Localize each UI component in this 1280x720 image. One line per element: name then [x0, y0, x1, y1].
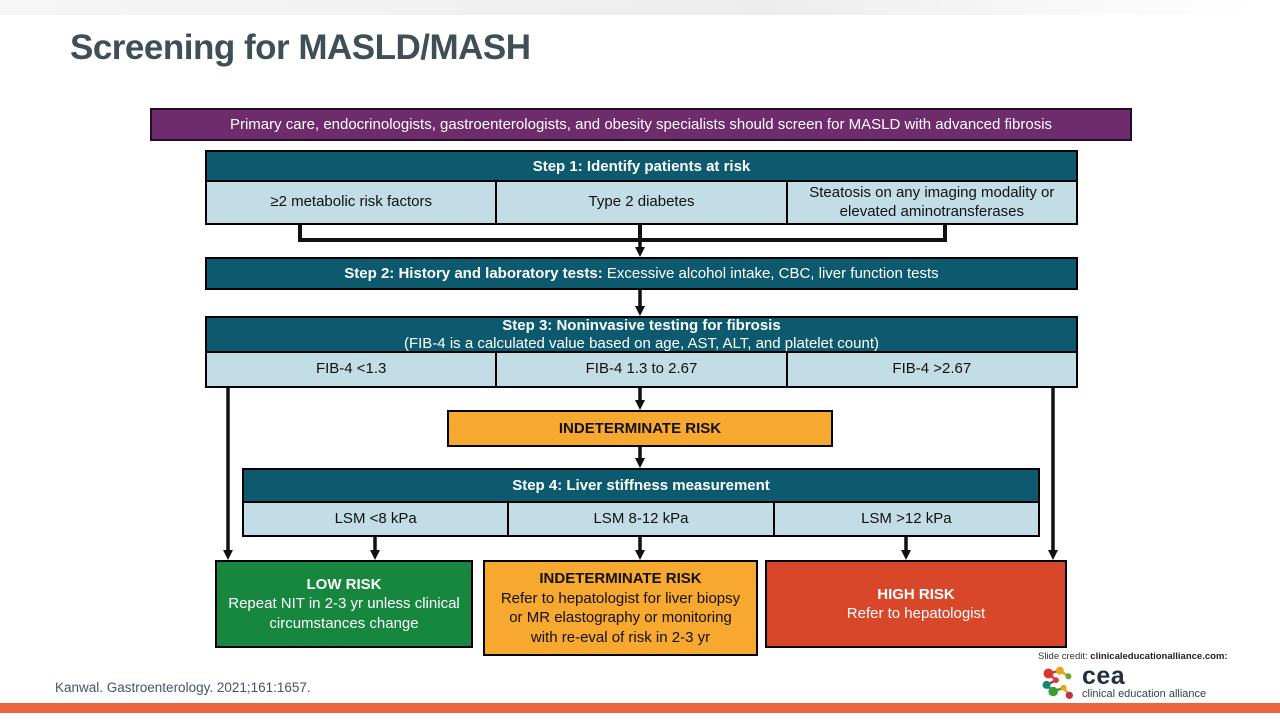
cea-logo-text: cea — [1082, 661, 1126, 690]
step3-cell-fib4-low: FIB-4 <1.3 — [207, 353, 498, 386]
step3-cell-fib4-high: FIB-4 >2.67 — [787, 353, 1076, 386]
screening-recommendation-banner: Primary care, endocrinologists, gastroen… — [150, 108, 1132, 141]
step4-cell-lsm-mid: LSM 8-12 kPa — [509, 503, 775, 535]
outcome-low-risk-body: Repeat NIT in 2-3 yr unless clinical cir… — [228, 595, 460, 632]
cea-logo-icon — [1042, 666, 1073, 699]
bottom-decorative-bar — [0, 703, 1280, 713]
step1-table: Step 1: Identify patients at risk ≥2 met… — [205, 150, 1078, 225]
slide-credit-block: Slide credit: clinicaleducationalliance.… — [1038, 651, 1228, 702]
step1-header-label: Step 1: Identify patients at risk — [532, 157, 751, 175]
step3-cells-row: FIB-4 <1.3 FIB-4 1.3 to 2.67 FIB-4 >2.67 — [205, 353, 1078, 388]
step2-label-bold: Step 2: History and laboratory tests: — [344, 265, 603, 282]
slide-credit-line: Slide credit: clinicaleducationalliance.… — [1038, 651, 1228, 662]
step1-cell-steatosis: Steatosis on any imaging modality or ele… — [787, 182, 1076, 223]
step1-cell-metabolic-risk: ≥2 metabolic risk factors — [207, 182, 498, 223]
outcome-high-risk-body: Refer to hepatologist — [846, 605, 986, 622]
cea-logo-tagline: clinical education alliance — [1082, 688, 1207, 701]
step1-cell-type2-diabetes: Type 2 diabetes — [497, 182, 788, 223]
outcome-indeterminate-risk-title: INDETERMINATE RISK — [539, 570, 702, 587]
step3-cell-fib4-mid: FIB-4 1.3 to 2.67 — [497, 353, 788, 386]
cea-logo: cea clinical education alliance — [1038, 661, 1228, 702]
step1-cells-row: ≥2 metabolic risk factors Type 2 diabete… — [205, 182, 1078, 225]
step2-label-rest: Excessive alcohol intake, CBC, liver fun… — [602, 265, 939, 282]
step4-header: Step 4: Liver stiffness measurement — [242, 468, 1040, 503]
slide-credit-source: clinicaleducationalliance.com: — [1090, 651, 1228, 662]
step4-header-label: Step 4: Liver stiffness measurement — [512, 477, 770, 494]
step3-table: Step 3: Noninvasive testing for fibrosis… — [205, 316, 1078, 388]
slide-credit-label: Slide credit: — [1038, 651, 1091, 662]
outcome-indeterminate-risk-body: Refer to hepatologist for liver biopsy o… — [500, 589, 741, 646]
step1-header: Step 1: Identify patients at risk — [205, 150, 1078, 182]
outcome-high-risk: HIGH RISK Refer to hepatologist — [765, 560, 1067, 648]
citation: Kanwal. Gastroenterology. 2021;161:1657. — [55, 680, 311, 695]
step3-header-line2: (FIB-4 is a calculated value based on ag… — [403, 334, 879, 352]
step4-cell-lsm-low: LSM <8 kPa — [244, 503, 510, 535]
indeterminate-risk-box: INDETERMINATE RISK — [447, 410, 833, 447]
step4-cells-row: LSM <8 kPa LSM 8-12 kPa LSM >12 kPa — [242, 503, 1040, 537]
step4-table: Step 4: Liver stiffness measurement LSM … — [242, 468, 1040, 537]
page-title: Screening for MASLD/MASH — [70, 28, 531, 67]
step2-bar: Step 2: History and laboratory tests: Ex… — [205, 257, 1078, 290]
outcome-low-risk-title: LOW RISK — [306, 575, 382, 593]
step3-header: Step 3: Noninvasive testing for fibrosis… — [205, 316, 1078, 353]
step3-header-line1: Step 3: Noninvasive testing for fibrosis — [502, 316, 781, 334]
outcome-high-risk-title: HIGH RISK — [877, 585, 955, 603]
top-decorative-band — [0, 0, 1280, 15]
outcome-low-risk: LOW RISK Repeat NIT in 2-3 yr unless cli… — [215, 560, 473, 648]
outcome-indeterminate-risk: INDETERMINATE RISK Refer to hepatologist… — [483, 560, 758, 656]
step4-cell-lsm-high: LSM >12 kPa — [774, 503, 1038, 535]
